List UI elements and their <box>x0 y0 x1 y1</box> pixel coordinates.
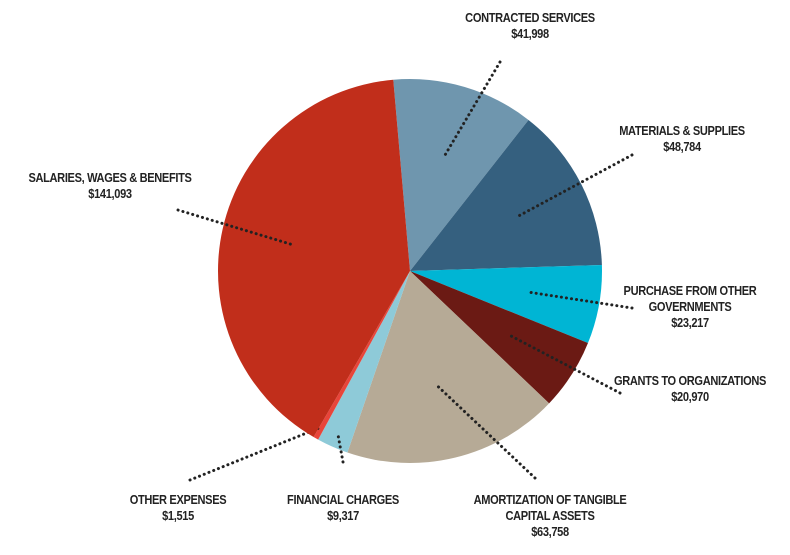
leader-line <box>336 432 345 464</box>
slice-value: $23,217 <box>671 315 709 330</box>
leader-line <box>436 385 537 480</box>
slice-value: $48,784 <box>663 139 701 154</box>
pie-slice <box>347 271 550 464</box>
slice-label: SALARIES, WAGES & BENEFITS <box>28 170 192 185</box>
slice-value: $9,317 <box>327 508 359 523</box>
slice-label: AMORTIZATION OF TANGIBLE CAPITAL ASSETS <box>473 492 627 523</box>
slice-value: $41,998 <box>511 26 549 41</box>
pie-slice <box>410 264 602 344</box>
pie-slice <box>410 119 602 271</box>
pie-slice <box>217 79 410 438</box>
slice-label: MATERIALS & SUPPLIES <box>619 123 745 138</box>
slice-label: GRANTS TO ORGANIZATIONS <box>613 373 767 388</box>
pie-slice <box>393 79 529 271</box>
leader-line <box>188 425 324 482</box>
slice-value: $63,758 <box>531 524 569 539</box>
slice-value: $1,515 <box>162 508 194 523</box>
pie-slice <box>410 271 588 404</box>
slice-label: PURCHASE FROM OTHER GOVERNMENTS <box>623 283 757 314</box>
slice-label: CONTRACTED SERVICES <box>465 10 595 25</box>
leader-line <box>442 60 502 159</box>
pie-slice <box>313 271 410 440</box>
leader-line <box>514 153 634 219</box>
slice-value: $20,970 <box>671 389 709 404</box>
slice-label: OTHER EXPENSES <box>129 492 227 507</box>
slice-label: FINANCIAL CHARGES <box>287 492 399 507</box>
leader-line <box>176 208 296 247</box>
pie-slice <box>318 271 410 453</box>
leader-line <box>508 333 622 395</box>
slice-value: $141,093 <box>88 186 132 201</box>
